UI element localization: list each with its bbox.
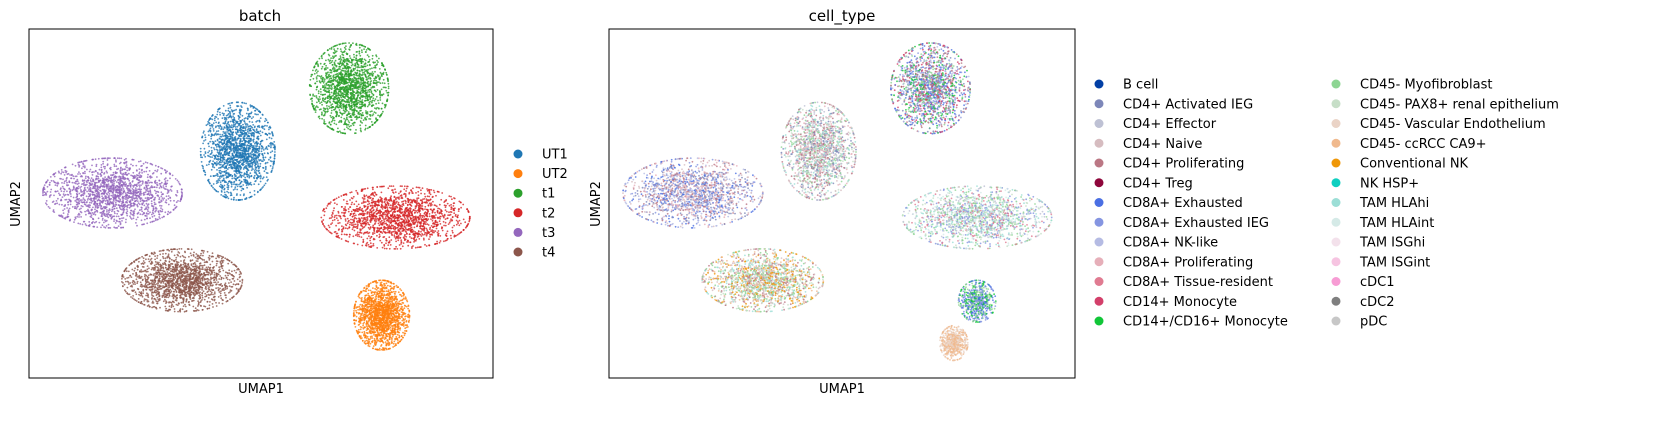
cell-type-legend-marker [1332, 139, 1341, 148]
cell-type-legend-label: TAM HLAhi [1359, 196, 1429, 211]
cell-type-legend-label: CD4+ Naive [1123, 137, 1202, 152]
cell-type-title: cell_type [809, 7, 876, 26]
batch-panel: batch UMAP1 UMAP2 UT1 UT2 t1 t2 t3 t4 [9, 7, 568, 397]
cell-type-legend-label: CD45- Vascular Endothelium [1360, 117, 1546, 132]
cell-type-legend-label: CD8A+ NK-like [1123, 236, 1218, 251]
cell-type-ylabel: UMAP2 [589, 181, 604, 227]
cell-type-legend-marker [1095, 159, 1104, 168]
cell-type-legend-label: CD4+ Treg [1123, 176, 1193, 191]
cell-type-legend-label: CD4+ Effector [1123, 117, 1217, 132]
cell-type-legend-marker [1332, 218, 1341, 227]
batch-legend-label: UT2 [542, 167, 568, 182]
cell-type-legend-label: CD14+/CD16+ Monocyte [1123, 315, 1288, 330]
cell-type-legend-label: CD45- PAX8+ renal epithelium [1360, 97, 1559, 112]
cell-type-legend-marker [1332, 317, 1341, 326]
cell-type-legend-marker [1095, 139, 1104, 148]
batch-legend-marker [514, 208, 523, 217]
batch-title: batch [239, 7, 281, 25]
cell-type-legend-marker [1332, 297, 1341, 306]
cell-type-legend-marker [1332, 80, 1341, 89]
cell-type-legend-marker [1332, 238, 1341, 247]
batch-legend-marker [514, 189, 523, 198]
cell-type-legend-label: CD45- ccRCC CA9+ [1360, 137, 1487, 152]
cell-type-legend-label: TAM ISGint [1359, 255, 1430, 270]
cell-type-legend-marker [1095, 277, 1104, 286]
cell-type-legend-label: CD8A+ Exhausted [1123, 196, 1243, 211]
cell-type-legend-marker [1095, 198, 1104, 207]
cell-type-legend-marker [1095, 119, 1104, 128]
cell-type-legend-marker [1332, 277, 1341, 286]
cell-type-legend-marker [1095, 317, 1104, 326]
batch-legend-label: t1 [542, 187, 555, 202]
cell-type-legend-label: CD14+ Monocyte [1123, 295, 1237, 310]
cell-type-legend-label: TAM HLAint [1359, 216, 1434, 231]
cell-type-legend-marker [1095, 218, 1104, 227]
cell-type-legend-label: CD45- Myofibroblast [1360, 78, 1492, 93]
cell-type-legend-label: CD4+ Proliferating [1123, 157, 1244, 172]
cell-type-legend-marker [1332, 159, 1341, 168]
batch-legend: UT1 UT2 t1 t2 t3 t4 [514, 148, 568, 261]
cell-type-legend-label: B cell [1123, 78, 1158, 93]
batch-xlabel: UMAP1 [238, 382, 284, 397]
batch-legend-marker [514, 248, 523, 257]
cell-type-legend-label: CD8A+ Exhausted IEG [1123, 216, 1269, 231]
cell-type-legend-label: CD8A+ Tissue-resident [1123, 275, 1273, 290]
cell-type-legend-label: TAM ISGhi [1359, 236, 1425, 251]
cell-type-legend-marker [1095, 80, 1104, 89]
cell-type-xlabel: UMAP1 [819, 382, 865, 397]
cell-type-legend-marker [1095, 238, 1104, 247]
cell-type-legend-marker [1095, 257, 1104, 266]
batch-legend-label: t3 [542, 226, 555, 241]
cell-type-legend-label: CD4+ Activated IEG [1123, 97, 1253, 112]
cell-type-legend: B cell CD4+ Activated IEG CD4+ Effector CD4… [1095, 78, 1559, 330]
cell-type-legend-label: pDC [1360, 315, 1387, 330]
cell-type-legend-marker [1095, 99, 1104, 108]
batch-legend-marker [514, 228, 523, 237]
cell-type-legend-label: cDC2 [1360, 295, 1395, 310]
cell-type-legend-marker [1332, 99, 1341, 108]
batch-ylabel: UMAP2 [9, 181, 24, 227]
cell-type-panel: cell_type UMAP1 UMAP2 B cell CD4+ Activat… [589, 7, 1559, 397]
cell-type-legend-label: Conventional NK [1360, 157, 1469, 172]
cell-type-axes-frame [609, 29, 1075, 378]
cell-type-legend-marker [1332, 119, 1341, 128]
cell-type-legend-label: cDC1 [1360, 275, 1395, 290]
batch-legend-marker [514, 169, 523, 178]
batch-legend-label: UT1 [542, 148, 568, 163]
cell-type-legend-marker [1095, 297, 1104, 306]
cell-type-legend-label: CD8A+ Proliferating [1123, 255, 1253, 270]
cell-type-legend-label: NK HSP+ [1360, 176, 1419, 191]
batch-legend-marker [514, 150, 523, 159]
cell-type-legend-marker [1332, 257, 1341, 266]
batch-legend-label: t2 [542, 206, 555, 221]
batch-legend-label: t4 [542, 246, 555, 261]
batch-axes-frame [29, 29, 493, 378]
cell-type-legend-marker [1095, 178, 1104, 187]
cell-type-legend-marker [1332, 178, 1341, 187]
cell-type-legend-marker [1332, 198, 1341, 207]
